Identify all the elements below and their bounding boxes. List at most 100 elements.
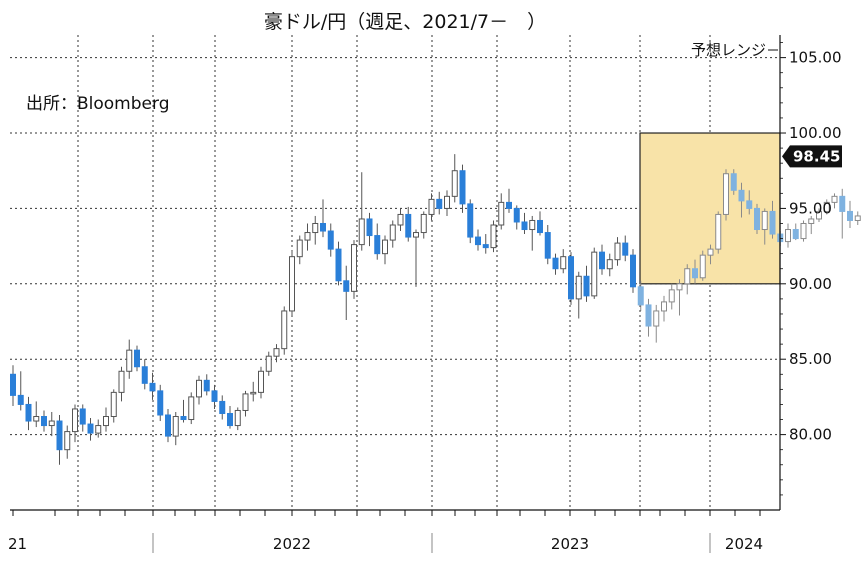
candle-body bbox=[529, 219, 536, 231]
candle-body bbox=[506, 201, 512, 209]
candle-body bbox=[482, 244, 489, 249]
candle-body bbox=[761, 210, 768, 231]
candle-body bbox=[343, 280, 350, 292]
candle-body bbox=[715, 213, 722, 250]
x-tick-label: 2023 bbox=[551, 535, 589, 553]
candle-body bbox=[79, 408, 86, 425]
candle-body bbox=[428, 198, 435, 215]
candle-body bbox=[436, 198, 443, 209]
candle-body bbox=[738, 189, 745, 202]
candle-body bbox=[661, 301, 667, 312]
candle-body bbox=[854, 215, 861, 221]
candle-body bbox=[211, 390, 218, 402]
candle-body bbox=[273, 348, 280, 357]
last-price-badge-shape bbox=[782, 145, 842, 168]
candle-body bbox=[730, 173, 737, 191]
candle-body bbox=[25, 403, 32, 422]
candle-body bbox=[33, 416, 40, 422]
candle-body bbox=[188, 396, 195, 421]
candle-body bbox=[172, 416, 179, 437]
candle-body bbox=[653, 310, 660, 327]
candle-body bbox=[521, 221, 528, 231]
y-tick-label: 95.00 bbox=[789, 199, 832, 217]
candle-body bbox=[126, 349, 133, 372]
candle-body bbox=[513, 207, 520, 223]
candle-body bbox=[676, 283, 683, 291]
candle-body bbox=[785, 229, 791, 243]
candle-body bbox=[327, 230, 334, 250]
candle-body bbox=[250, 391, 257, 395]
candle-body bbox=[746, 200, 753, 209]
candle-body bbox=[444, 195, 450, 209]
candle-body bbox=[118, 370, 125, 393]
x-tick-label: 2024 bbox=[725, 535, 763, 553]
candles bbox=[10, 154, 861, 465]
candle-body bbox=[405, 213, 412, 238]
candle-body bbox=[823, 201, 830, 212]
candle-body bbox=[808, 218, 815, 224]
candle-body bbox=[413, 232, 419, 238]
candle-body bbox=[351, 244, 357, 292]
candle-body bbox=[17, 394, 24, 405]
candle-body bbox=[839, 195, 846, 212]
forecast-label: 予想レンジ bbox=[691, 41, 766, 59]
candle-body bbox=[583, 275, 590, 297]
candle-body bbox=[234, 409, 241, 427]
candle-body bbox=[459, 170, 466, 205]
candle-body bbox=[723, 173, 729, 215]
y-tick-label: 90.00 bbox=[789, 275, 832, 293]
axes bbox=[10, 35, 786, 553]
candle-body bbox=[537, 219, 543, 234]
candle-body bbox=[831, 195, 838, 203]
x-tick-label: 21 bbox=[8, 535, 27, 553]
x-tick-label: 2022 bbox=[273, 535, 311, 553]
candle-body bbox=[95, 425, 102, 434]
y-tick-label: 105.00 bbox=[789, 49, 842, 67]
source-label: 出所：Bloomberg bbox=[26, 94, 169, 114]
candle-body bbox=[568, 256, 574, 300]
candle-body bbox=[645, 304, 652, 327]
candle-body bbox=[64, 431, 71, 451]
candle-body bbox=[451, 170, 458, 197]
candle-body bbox=[48, 420, 55, 427]
candle-body bbox=[242, 393, 249, 411]
y-tick-label: 80.00 bbox=[789, 426, 832, 444]
candle-body bbox=[141, 366, 148, 384]
candle-body bbox=[165, 414, 171, 437]
candle-body bbox=[203, 379, 210, 392]
candle-body bbox=[769, 210, 776, 235]
candle-body bbox=[358, 218, 365, 246]
candle-body bbox=[637, 286, 644, 306]
candle-body bbox=[110, 391, 117, 418]
candle-body bbox=[692, 268, 698, 279]
candle-body bbox=[397, 213, 404, 226]
candle-body bbox=[103, 416, 109, 427]
candle-body bbox=[312, 222, 319, 234]
candle-body bbox=[320, 222, 326, 232]
candle-body bbox=[684, 268, 691, 285]
chart-title: 豪ドル/円（週足、2021/7－ ） bbox=[264, 11, 546, 33]
candle-body bbox=[227, 412, 233, 427]
candle-body bbox=[304, 232, 311, 241]
candle-body bbox=[10, 373, 16, 396]
candle-body bbox=[622, 242, 629, 256]
candle-body bbox=[614, 242, 621, 261]
candle-body bbox=[467, 203, 474, 238]
candle-body bbox=[630, 254, 636, 288]
candle-body bbox=[374, 235, 381, 255]
candle-body bbox=[599, 251, 605, 270]
candle-body bbox=[335, 248, 342, 282]
candle-body bbox=[591, 251, 598, 297]
candle-body bbox=[544, 232, 551, 259]
candle-body bbox=[196, 379, 202, 398]
candle-body bbox=[134, 349, 140, 368]
candle-body bbox=[490, 224, 497, 249]
last-price-value: 98.45 bbox=[793, 147, 840, 165]
candle-body bbox=[816, 210, 822, 220]
candle-body bbox=[87, 423, 94, 434]
candle-body bbox=[149, 382, 156, 392]
candle-body bbox=[847, 210, 853, 221]
candle-body bbox=[560, 256, 567, 270]
candle-body bbox=[157, 390, 164, 416]
